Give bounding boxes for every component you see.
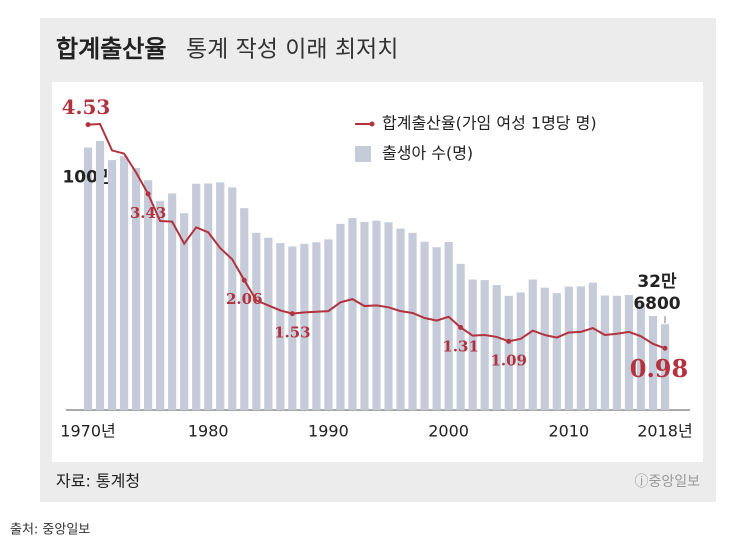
bar [540,287,549,410]
point [458,324,464,330]
point [662,345,668,351]
bar [588,282,597,410]
bar [264,237,273,410]
line-value-label: 1.53 [274,324,311,342]
bar-value-label: 100만 [62,168,113,188]
bar [348,218,357,410]
point [241,277,247,283]
bar [324,239,333,410]
label-line: 6800 [633,294,680,314]
bar [276,243,285,410]
bar [300,243,309,410]
bar [492,285,501,410]
bar [564,286,573,410]
bar [408,232,417,410]
point [506,338,512,344]
bar [360,222,369,410]
bar [516,292,525,410]
bar [312,242,321,410]
bar [119,156,129,410]
bar [240,208,249,410]
label-line: 100만 [62,168,113,188]
x-tick-label: 2000 [428,422,469,441]
line-value-label: 4.53 [62,95,111,119]
bar [288,246,297,410]
bar [107,160,117,410]
bar [660,324,670,410]
legend-swatch [355,146,371,162]
bar [612,295,621,410]
bar [228,187,237,410]
bar [480,280,489,410]
x-tick-label: 1980 [188,422,229,441]
bar [83,147,93,410]
line-value-label: 2.06 [226,290,263,308]
bar [456,263,465,410]
bar [180,213,189,410]
bar [384,222,393,410]
bar [528,279,537,410]
x-tick-label: 2010 [548,422,589,441]
line-value-label: 1.31 [442,337,479,355]
bar [648,316,658,410]
chart-subtitle: 통계 작성 이래 최저치 [186,37,398,63]
line [87,122,666,350]
line-value-label: 0.98 [630,354,688,383]
x-tick-label: 1990 [308,422,349,441]
source: 자료: 통계청 [56,472,140,491]
line-value-label: 3.43 [130,204,167,222]
x-tick-label: 2018년 [637,422,692,441]
bar [204,183,213,410]
line-value-label: 1.09 [490,351,527,369]
bar [468,279,477,410]
bar [132,167,141,410]
logo: ⓙ중앙일보 [634,474,700,490]
legend-swatch-dot [369,121,375,127]
bar [552,293,561,410]
bar [600,295,609,410]
bar [624,295,634,410]
bar [168,193,177,410]
bar [156,201,165,410]
bar [216,182,225,410]
point [85,122,91,128]
bar-value-label: 32만 6800 [633,272,680,314]
caption: 출처: 중앙일보 [10,523,90,538]
point [145,191,151,197]
point [289,311,295,317]
bar [636,303,646,410]
bar [576,286,585,410]
bar [420,241,429,410]
bar [444,242,453,410]
bar [95,140,105,410]
bar [192,183,201,410]
bar [432,247,441,410]
legend-label: 출생아 수(명) [382,144,473,163]
x-tick-label: 1970년 [60,422,115,441]
legend-label: 합계출산율(가임 여성 1명당 명) [382,114,597,133]
bar [504,295,513,410]
chart-title: 합계출산율 [56,35,166,63]
label-line: 32만 [637,272,677,292]
bar [336,223,345,410]
bar [372,220,381,410]
bar [252,232,261,410]
bar [144,180,153,410]
bar [396,228,405,410]
